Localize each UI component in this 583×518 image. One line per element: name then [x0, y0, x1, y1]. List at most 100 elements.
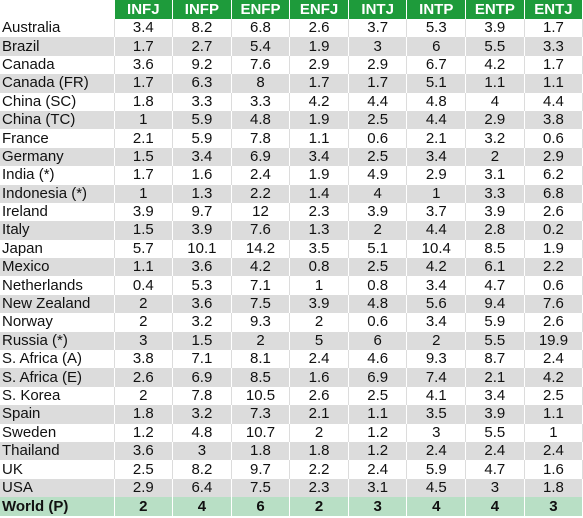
value-cell: 2 [231, 331, 291, 351]
value-cell: 3.6 [172, 294, 232, 314]
value-cell: 4.5 [406, 478, 467, 498]
value-cell: 2.1 [114, 129, 174, 148]
value-cell: 5.4 [231, 37, 291, 56]
value-cell: 3.2 [172, 405, 232, 424]
value-cell: 10.7 [231, 423, 291, 442]
value-cell: 4.1 [406, 386, 467, 406]
value-cell: 3.9 [172, 221, 232, 240]
value-cell: 2.9 [348, 55, 408, 75]
country-cell: Ireland [0, 202, 115, 222]
value-cell: 4.2 [231, 258, 291, 277]
value-cell: 8.7 [465, 350, 525, 369]
value-cell: 3.3 [231, 92, 291, 111]
value-cell: 4.7 [465, 460, 525, 479]
value-cell: 2.1 [406, 129, 467, 148]
value-cell: 3.4 [406, 147, 467, 167]
world-value: 4 [172, 497, 232, 517]
value-cell: 3 [406, 423, 467, 442]
value-cell: 3.6 [114, 55, 174, 75]
value-cell: 1 [406, 184, 467, 203]
value-cell: 2.4 [231, 166, 291, 185]
country-cell: S. Africa (E) [0, 368, 115, 387]
country-cell: Australia [0, 19, 115, 38]
value-cell: 2.9 [524, 147, 583, 167]
table-row: Germany 1.5 3.4 6.9 3.4 2.5 3.4 2 2.9 [0, 147, 583, 167]
country-cell: Russia (*) [0, 331, 115, 351]
value-cell: 0.8 [289, 258, 349, 277]
value-cell: 2.1 [465, 368, 525, 387]
value-cell: 2.4 [524, 350, 583, 369]
value-cell: 1.3 [289, 221, 349, 240]
value-cell: 2.9 [289, 55, 349, 75]
value-cell: 9.7 [172, 202, 232, 222]
value-cell: 2.8 [465, 221, 525, 240]
country-cell: Mexico [0, 258, 115, 277]
value-cell: 10.4 [406, 239, 467, 259]
country-cell: Canada [0, 55, 115, 75]
value-cell: 0.6 [524, 129, 583, 148]
table-row: Netherlands 0.4 5.3 7.1 1 0.8 3.4 4.7 0.6 [0, 276, 583, 295]
value-cell: 6 [348, 331, 408, 351]
value-cell: 6.8 [524, 184, 583, 203]
value-cell: 0.8 [348, 276, 408, 295]
world-value: 2 [114, 497, 174, 517]
table-row: New Zealand 2 3.6 7.5 3.9 4.8 5.6 9.4 7.6 [0, 294, 583, 314]
value-cell: 2.5 [348, 258, 408, 277]
value-cell: 3.4 [172, 147, 232, 167]
value-cell: 2 [289, 423, 349, 442]
value-cell: 2.2 [524, 258, 583, 277]
value-cell: 0.4 [114, 276, 174, 295]
value-cell: 1.1 [289, 129, 349, 148]
value-cell: 1.7 [114, 74, 174, 93]
value-cell: 1.1 [114, 258, 174, 277]
value-cell: 1.9 [289, 166, 349, 185]
value-cell: 1.1 [524, 74, 583, 93]
table-footer: World (P) 2 4 6 2 3 4 4 3 [0, 497, 583, 517]
value-cell: 4.8 [348, 294, 408, 314]
value-cell: 2.6 [524, 202, 583, 222]
value-cell: 3.4 [114, 19, 174, 38]
value-cell: 4.9 [348, 166, 408, 185]
value-cell: 1.2 [114, 423, 174, 442]
value-cell: 3.7 [406, 202, 467, 222]
value-cell: 6.9 [348, 368, 408, 387]
value-cell: 2.4 [348, 460, 408, 479]
value-cell: 2.5 [524, 386, 583, 406]
value-cell: 3.8 [524, 110, 583, 130]
value-cell: 2.3 [289, 202, 349, 222]
value-cell: 1 [114, 110, 174, 130]
value-cell: 1.2 [348, 441, 408, 461]
value-cell: 2.6 [289, 19, 349, 38]
world-row: World (P) 2 4 6 2 3 4 4 3 [0, 497, 583, 517]
country-cell: Italy [0, 221, 115, 240]
value-cell: 6.4 [172, 478, 232, 498]
value-cell: 3 [172, 441, 232, 461]
country-cell: Norway [0, 313, 115, 332]
value-cell: 2.1 [289, 405, 349, 424]
value-cell: 2.4 [524, 441, 583, 461]
value-cell: 2.5 [348, 147, 408, 167]
country-cell: Netherlands [0, 276, 115, 295]
value-cell: 4.2 [289, 92, 349, 111]
value-cell: 2 [289, 313, 349, 332]
value-cell: 3.9 [465, 405, 525, 424]
value-cell: 4.2 [406, 258, 467, 277]
value-cell: 1.8 [114, 92, 174, 111]
value-cell: 7.6 [524, 294, 583, 314]
value-cell: 5 [289, 331, 349, 351]
table-row: Norway 2 3.2 9.3 2 0.6 3.4 5.9 2.6 [0, 313, 583, 332]
value-cell: 3.6 [114, 441, 174, 461]
country-cell: Germany [0, 147, 115, 167]
value-cell: 4.8 [231, 110, 291, 130]
column-header: ENFP [231, 0, 291, 19]
value-cell: 3.2 [465, 129, 525, 148]
country-cell: India (*) [0, 166, 115, 185]
value-cell: 1 [289, 276, 349, 295]
value-cell: 7.4 [406, 368, 467, 387]
value-cell: 6.2 [524, 166, 583, 185]
country-cell: France [0, 129, 115, 148]
world-value: 4 [406, 497, 467, 517]
value-cell: 5.7 [114, 239, 174, 259]
column-header: ENTJ [524, 0, 583, 19]
